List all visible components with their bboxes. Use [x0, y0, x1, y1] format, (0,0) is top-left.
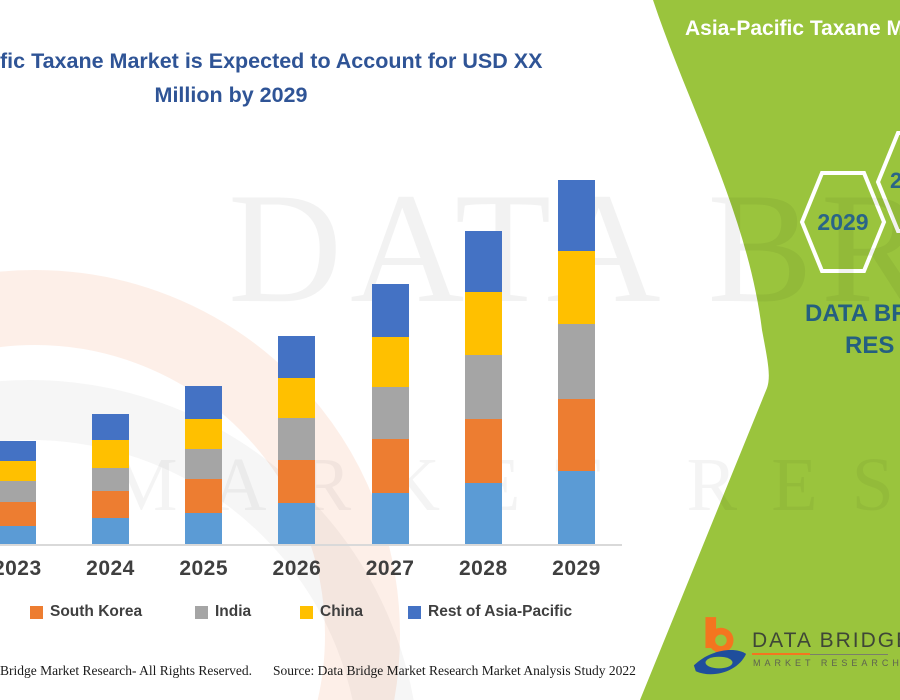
- legend-item-india: India: [195, 603, 251, 621]
- hexagon-clipped-label: 2: [890, 168, 900, 193]
- hexagon-year-label: 2029: [817, 209, 869, 235]
- x-axis-line: [0, 544, 622, 546]
- legend-item-rest-of-asia-pacific: Rest of Asia-Pacific: [408, 603, 572, 621]
- hexagon-outline-clipped-icon: [875, 131, 900, 233]
- legend-swatch-icon: [300, 605, 313, 619]
- logo-subtitle: MARKET RESEARCH: [753, 658, 900, 668]
- logo-underline: [752, 654, 888, 655]
- sidebar-brand-line2: RES: [845, 332, 895, 359]
- legend-swatch-icon: [408, 605, 421, 619]
- legend-label: India: [215, 603, 252, 620]
- legend-item-china: China: [300, 603, 363, 621]
- legend-swatch-icon: [30, 605, 43, 619]
- legend-item-south-korea: South Korea: [30, 603, 142, 621]
- sidebar-brand-line1: DATA BRI: [805, 300, 900, 327]
- legend-swatch-icon: [195, 605, 208, 619]
- chart-title-line2: Million by 2029: [154, 83, 308, 107]
- data-bridge-logo-icon: [693, 617, 747, 675]
- logo-wordmark: DATA BRIDGE: [752, 629, 900, 652]
- legend-label: China: [320, 603, 364, 620]
- copyright-text: Bridge Market Research- All Rights Reser…: [0, 663, 252, 678]
- sidebar-title: Asia-Pacific Taxane M: [685, 17, 900, 40]
- chart-title-line1: fic Taxane Market is Expected to Account…: [0, 49, 543, 73]
- legend-label: South Korea: [50, 603, 143, 620]
- logo-underline-accent: [752, 653, 810, 655]
- legend-label: Rest of Asia-Pacific: [428, 603, 573, 620]
- hexagon-outline-icon: [799, 171, 887, 273]
- source-text: Source: Data Bridge Market Research Mark…: [273, 663, 636, 678]
